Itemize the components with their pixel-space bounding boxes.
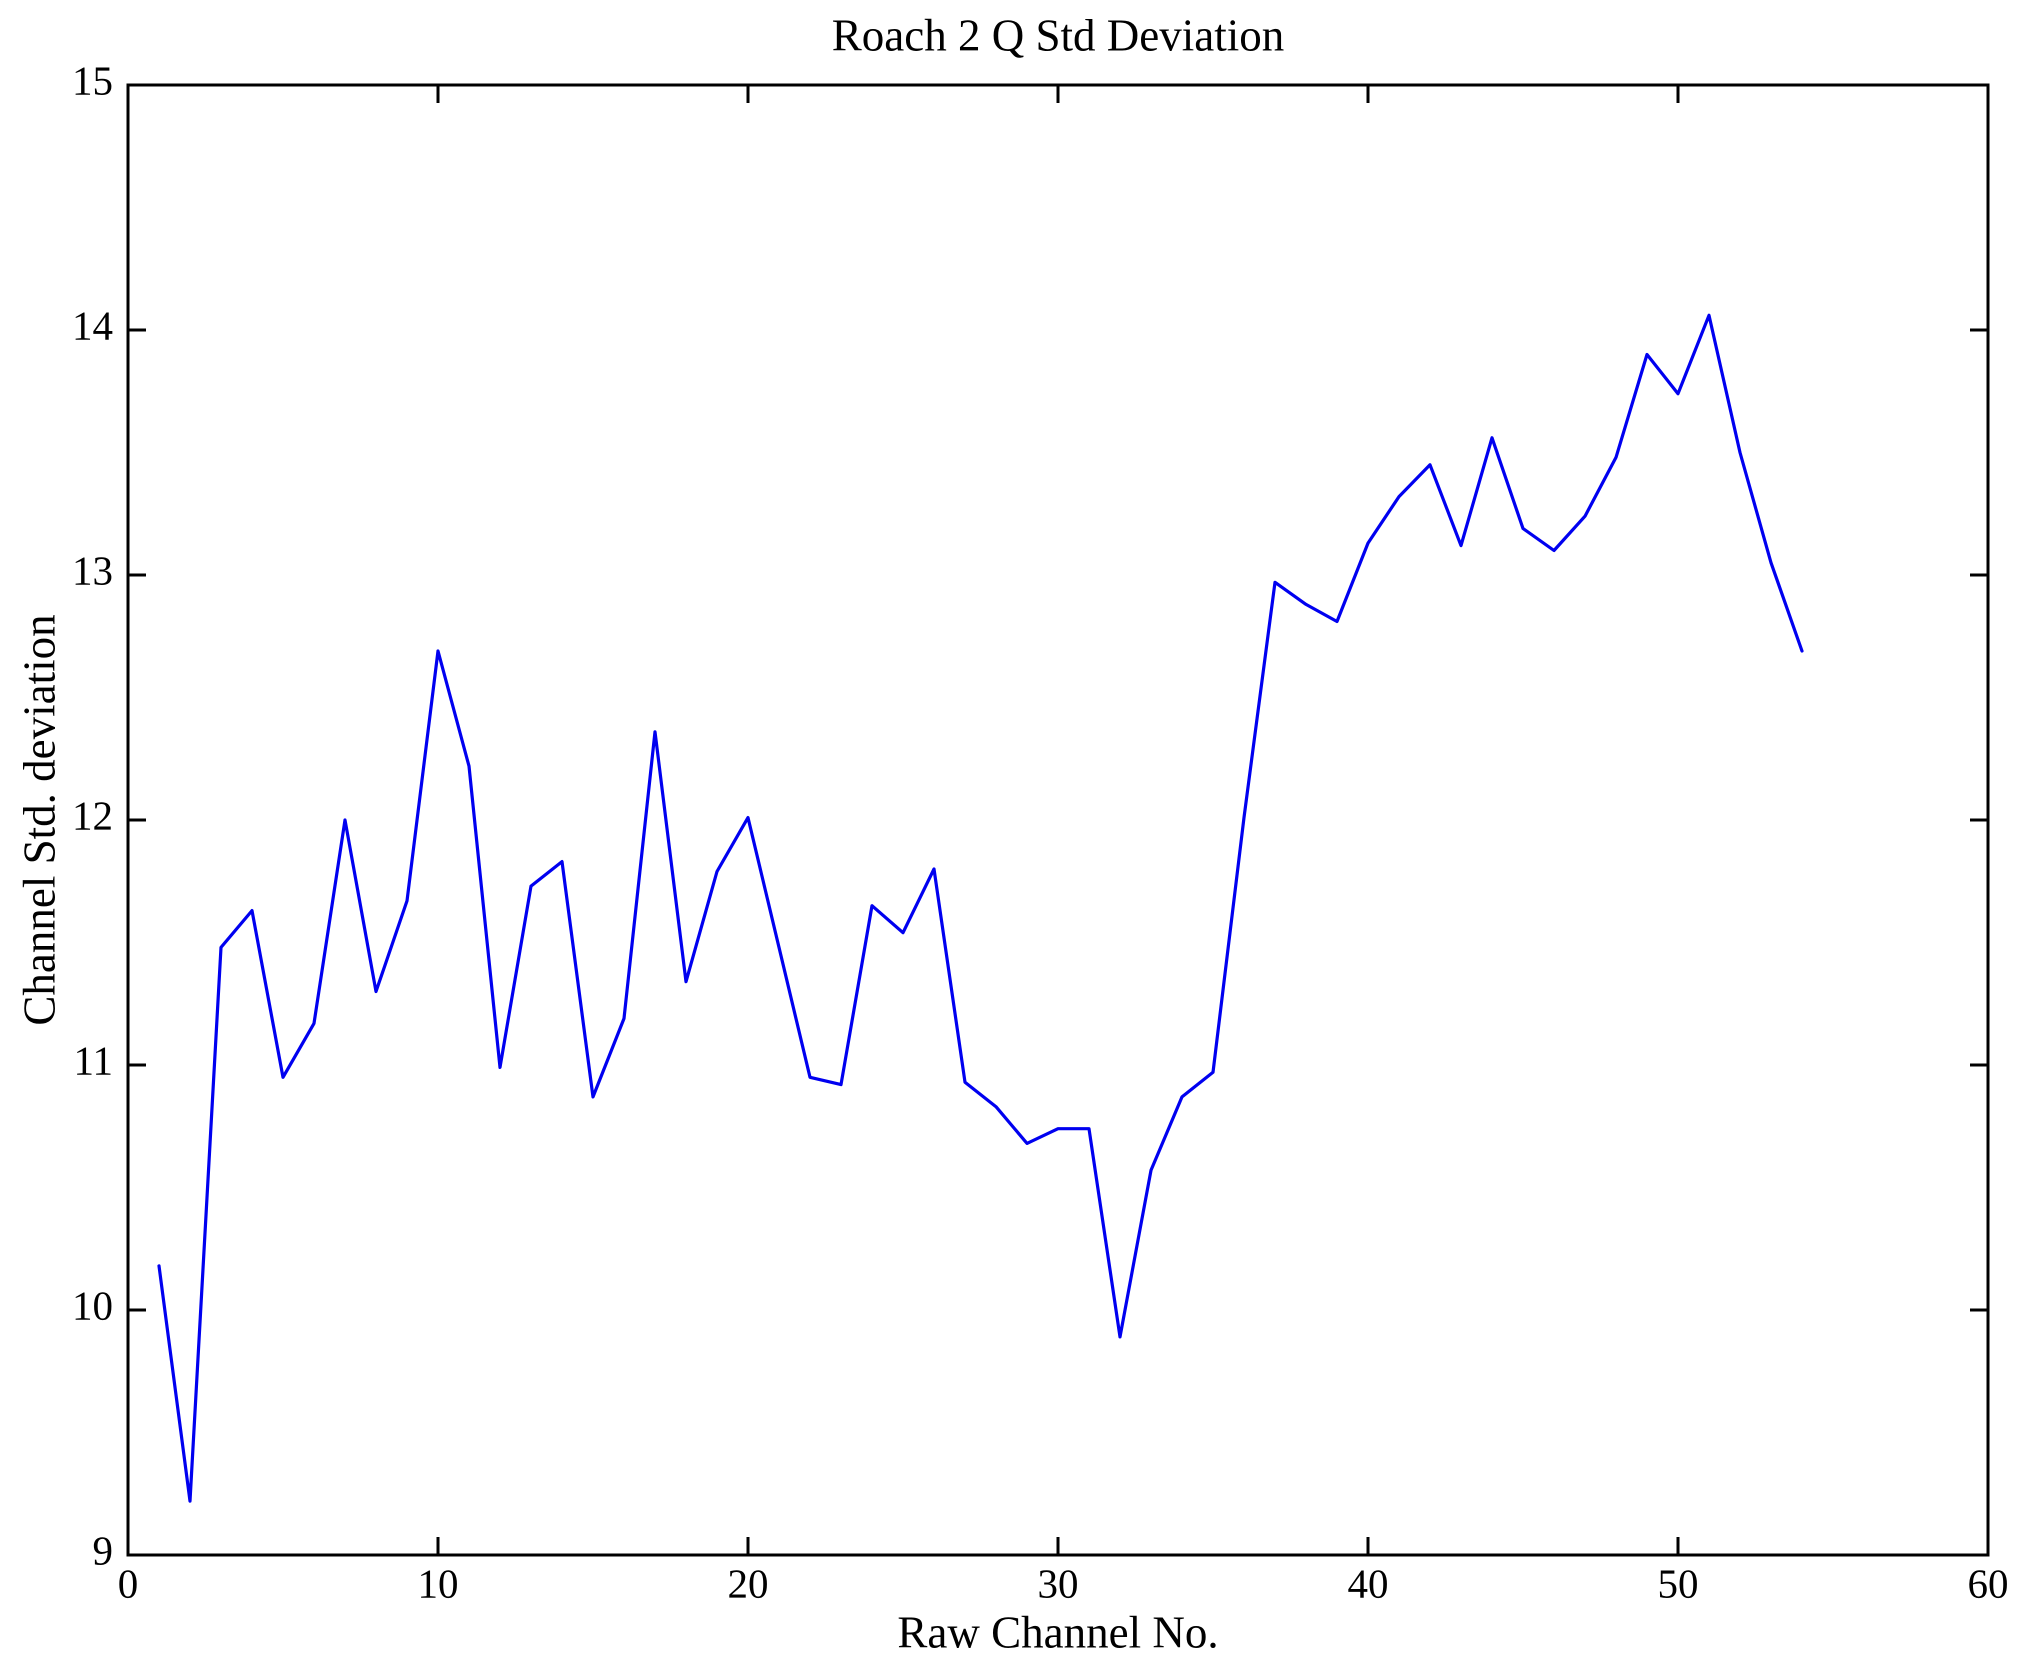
x-tick-label: 10 [418,1560,459,1606]
x-tick-label: 40 [1348,1560,1389,1606]
x-tick-label: 20 [728,1560,769,1606]
x-tick-label: 0 [118,1560,139,1606]
y-tick-label: 10 [72,1282,113,1328]
data-line [157,313,1804,1503]
y-tick-label: 11 [74,1037,113,1083]
x-axis-label: Raw Channel No. [897,1607,1218,1657]
y-tick-label: 14 [72,302,113,348]
plot-area [126,83,1990,1557]
chart-title: Roach 2 Q Std Deviation [832,10,1284,60]
y-tick-label: 12 [72,792,113,838]
x-tick-label: 60 [1968,1560,2009,1606]
y-tick-label: 13 [72,547,113,593]
x-tick-label: 30 [1038,1560,1079,1606]
x-tick-label: 50 [1658,1560,1699,1606]
y-axis-label: Channel Std. deviation [14,614,64,1025]
y-tick-label: 15 [72,57,113,103]
y-tick-label: 9 [93,1527,114,1573]
